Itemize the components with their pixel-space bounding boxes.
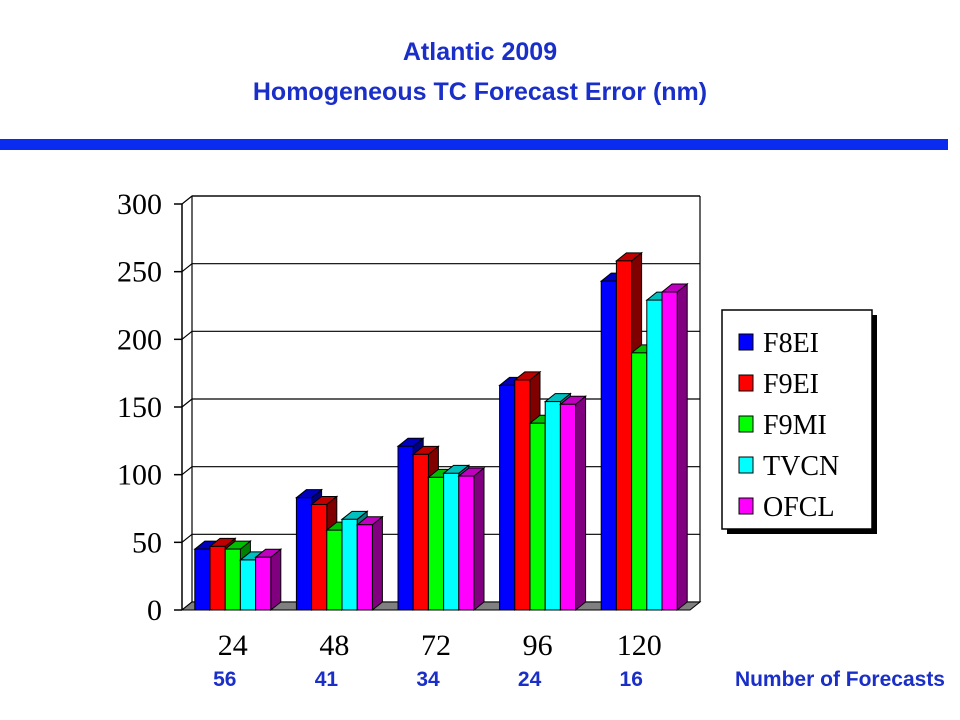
legend-swatch-tvcn: [738, 456, 754, 474]
bar-f9ei-24: [209, 545, 226, 611]
bar-f9mi-48: [326, 529, 343, 611]
x-tick-label: 72: [421, 629, 451, 662]
bar-f9ei-48: [311, 503, 328, 611]
y-tick-label: 150: [117, 391, 162, 424]
y-tick-label: 200: [117, 323, 162, 356]
bar-f8ei-96: [499, 384, 516, 611]
chart-title-line2: Homogeneous TC Forecast Error (nm): [252, 78, 708, 106]
bar-tvcn-48: [341, 518, 358, 611]
bar-tvcn-24: [239, 559, 257, 611]
y-tick-label: 300: [117, 188, 162, 221]
legend-label-f9ei: F9EI: [763, 369, 819, 400]
bar-f8ei-24: [194, 548, 211, 611]
legend-swatch-f8ei: [738, 333, 754, 351]
bar-f9mi-96: [529, 422, 546, 611]
bar-ofcl-120: [661, 291, 678, 611]
forecast-count: 24: [518, 668, 542, 691]
bar-ofcl-48: [356, 524, 373, 611]
bar-f9ei-96: [514, 379, 531, 611]
legend-swatch-f9mi: [738, 415, 754, 433]
forecast-count: 16: [620, 668, 643, 691]
bar-f9ei-120: [615, 260, 633, 611]
x-tick-label: 24: [218, 629, 248, 662]
forecast-count: 41: [315, 668, 339, 691]
bar-side: [575, 395, 587, 612]
bar-side: [270, 548, 282, 612]
x-tick-label: 48: [319, 629, 349, 662]
y-tick-label: 100: [117, 459, 162, 492]
legend-label-ofcl: OFCL: [763, 492, 835, 523]
forecast-count: 34: [416, 668, 440, 691]
y-tick-label: 250: [117, 256, 162, 289]
legend-label-f8ei: F8EI: [763, 328, 819, 359]
x-tick-label: 96: [523, 629, 553, 662]
bar-ofcl-72: [458, 475, 475, 611]
bar-tvcn-72: [443, 472, 460, 611]
forecast-count: 56: [213, 668, 236, 691]
y-tick-label: 50: [132, 526, 162, 559]
bar-f9mi-24: [224, 548, 241, 611]
bar-f8ei-48: [295, 497, 313, 611]
bar-ofcl-24: [255, 556, 272, 611]
bar-f9ei-72: [412, 453, 429, 611]
bar-side: [473, 466, 485, 612]
bar-f9mi-72: [427, 476, 445, 611]
legend-swatch-ofcl: [738, 497, 754, 515]
bar-side: [676, 282, 688, 612]
legend-swatch-f9ei: [738, 374, 754, 392]
bar-f8ei-120: [600, 280, 617, 611]
bar-ofcl-96: [559, 403, 577, 611]
legend-label-f9mi: F9MI: [763, 410, 827, 441]
legend-label-tvcn: TVCN: [763, 451, 839, 482]
y-tick-label: 0: [147, 594, 162, 627]
chart-title-line1: Atlantic 2009: [402, 38, 558, 66]
bar-tvcn-96: [544, 401, 561, 611]
title-divider: [0, 139, 948, 150]
bar-side: [371, 515, 383, 612]
bar-f9mi-120: [631, 352, 648, 611]
x-tick-label: 120: [617, 629, 662, 662]
bar-f8ei-72: [397, 445, 414, 611]
bar-tvcn-120: [646, 299, 663, 611]
forecast-count-label: Number of Forecasts: [735, 668, 945, 691]
